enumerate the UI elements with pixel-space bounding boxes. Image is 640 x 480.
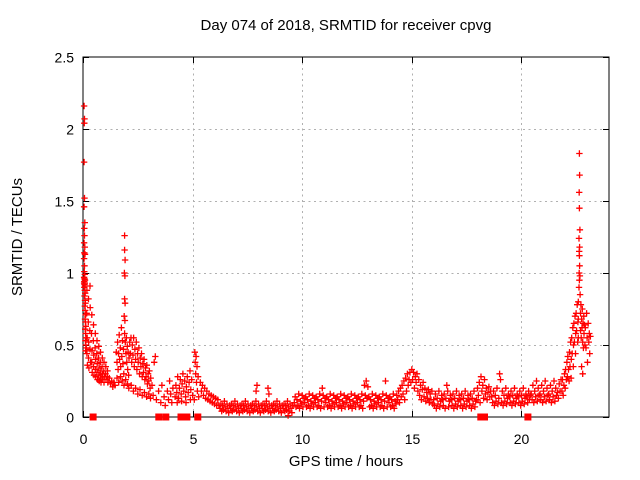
zero-flag-square bbox=[183, 413, 191, 421]
x-tick-label: 0 bbox=[80, 431, 88, 447]
y-tick-label: 0.5 bbox=[55, 338, 75, 354]
y-tick-label: 1.5 bbox=[55, 194, 75, 210]
x-tick-label: 15 bbox=[405, 431, 421, 447]
scatter-plus-markers bbox=[80, 102, 594, 419]
gridlines bbox=[83, 57, 609, 417]
axis-ticks bbox=[83, 57, 609, 418]
zero-flag-square bbox=[477, 413, 485, 421]
zero-flag-square bbox=[481, 413, 488, 421]
data-points-layer bbox=[80, 102, 594, 419]
zero-flag-square bbox=[177, 413, 185, 421]
y-tick-label: 2.5 bbox=[55, 50, 75, 66]
zero-flag-square bbox=[155, 413, 163, 421]
x-tick-label: 10 bbox=[295, 431, 311, 447]
x-tick-label: 20 bbox=[514, 431, 530, 447]
y-tick-label: 1 bbox=[66, 266, 74, 282]
y-tick-label: 2 bbox=[66, 122, 74, 138]
x-tick-label: 5 bbox=[190, 431, 198, 447]
zero-flag-square bbox=[194, 413, 202, 421]
y-axis-label: SRMTID / TECUs bbox=[9, 178, 26, 296]
tick-labels: 0 5 10 15 20 0 0.5 1 1.5 2 2.5 bbox=[55, 50, 530, 448]
y-tick-label: 0 bbox=[66, 410, 74, 426]
zero-flag-square bbox=[162, 413, 170, 421]
plot-border bbox=[82, 56, 610, 418]
x-axis-label: GPS time / hours bbox=[289, 453, 403, 470]
chart-title: Day 074 of 2018, SRMTID for receiver cpv… bbox=[201, 17, 492, 34]
zero-flag-squares-layer bbox=[89, 413, 532, 421]
zero-flag-square bbox=[524, 413, 532, 421]
zero-flag-square bbox=[89, 413, 97, 421]
